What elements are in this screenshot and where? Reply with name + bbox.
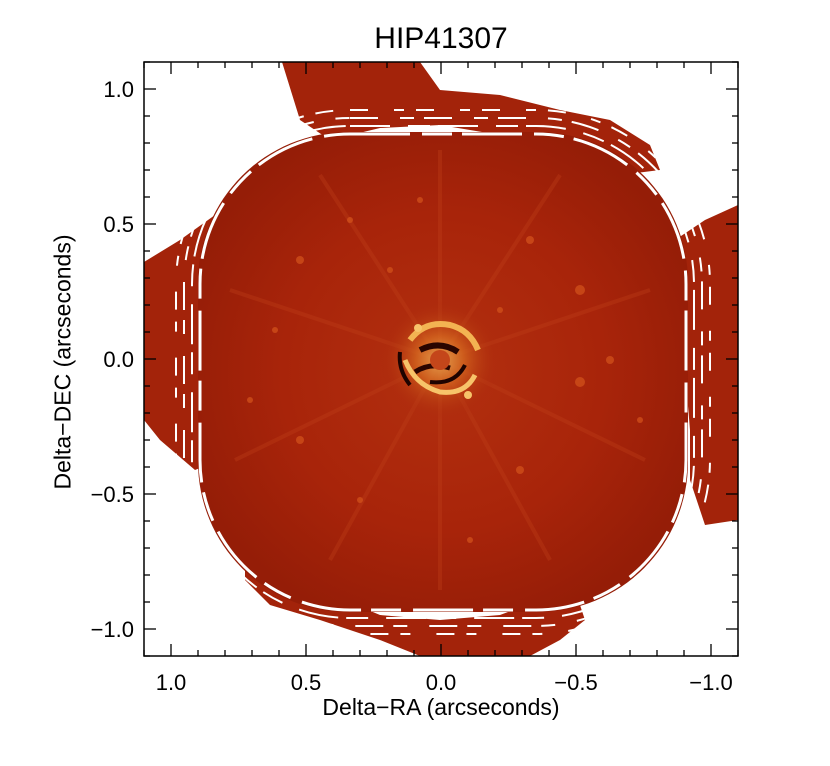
axis-ticks: 1.0 0.5 0.0 −0.5 −1.0 1.0 0.5 0.0 −0.5 −1.0 <box>91 61 739 695</box>
ring-artifact <box>183 117 703 627</box>
y-tick-label: −0.5 <box>91 482 134 507</box>
image-data <box>144 62 738 656</box>
ring-artifact <box>191 125 695 619</box>
y-tick-label: 0.5 <box>103 212 134 237</box>
x-axis-label: Delta−RA (arcseconds) <box>322 694 560 720</box>
ring-artifact <box>198 132 688 612</box>
ring-artifact <box>175 109 711 635</box>
x-tick-label: −0.5 <box>554 670 597 695</box>
y-axis-label: Delta−DEC (arcseconds) <box>49 234 76 490</box>
x-tick-label: 1.0 <box>156 670 187 695</box>
chart-title: HIP41307 <box>374 22 508 55</box>
y-tick-label: 1.0 <box>103 77 134 102</box>
central-residuals <box>397 321 481 399</box>
y-tick-label: −1.0 <box>91 617 134 642</box>
lower-wing <box>245 545 585 656</box>
x-tick-label: −1.0 <box>689 670 732 695</box>
speckle-field <box>247 197 643 543</box>
y-tick-label: 0.0 <box>103 347 134 372</box>
x-tick-label: 0.5 <box>291 670 322 695</box>
x-tick-label: 0.0 <box>426 670 457 695</box>
